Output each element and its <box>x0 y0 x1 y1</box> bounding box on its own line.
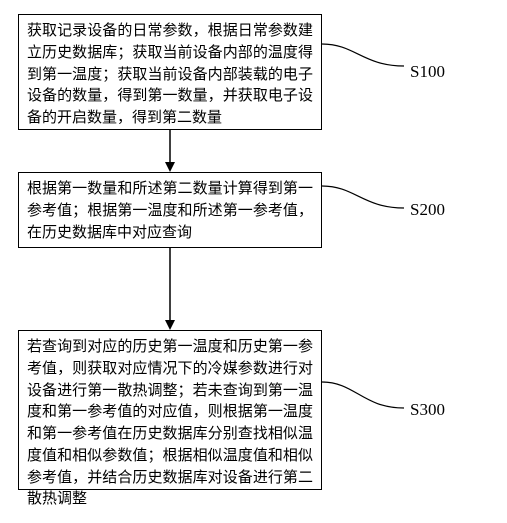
flow-arrow <box>160 130 180 172</box>
step-label-s300: S300 <box>410 400 445 420</box>
step-box-s300: 若查询到对应的历史第一温度和历史第一参考值，则获取对应情况下的冷媒参数进行对设备… <box>18 330 322 490</box>
brace-connector <box>322 178 404 216</box>
brace-connector <box>322 374 404 416</box>
step-label-s200: S200 <box>410 200 445 220</box>
step-label-s100: S100 <box>410 62 445 82</box>
step-box-s200: 根据第一数量和所述第二数量计算得到第一参考值；根据第一温度和所述第一参考值，在历… <box>18 172 322 248</box>
flow-arrow <box>160 248 180 330</box>
brace-connector <box>322 36 404 74</box>
step-box-s100: 获取记录设备的日常参数，根据日常参数建立历史数据库；获取当前设备内部的温度得到第… <box>18 14 322 130</box>
flowchart-canvas: 获取记录设备的日常参数，根据日常参数建立历史数据库；获取当前设备内部的温度得到第… <box>0 0 507 523</box>
